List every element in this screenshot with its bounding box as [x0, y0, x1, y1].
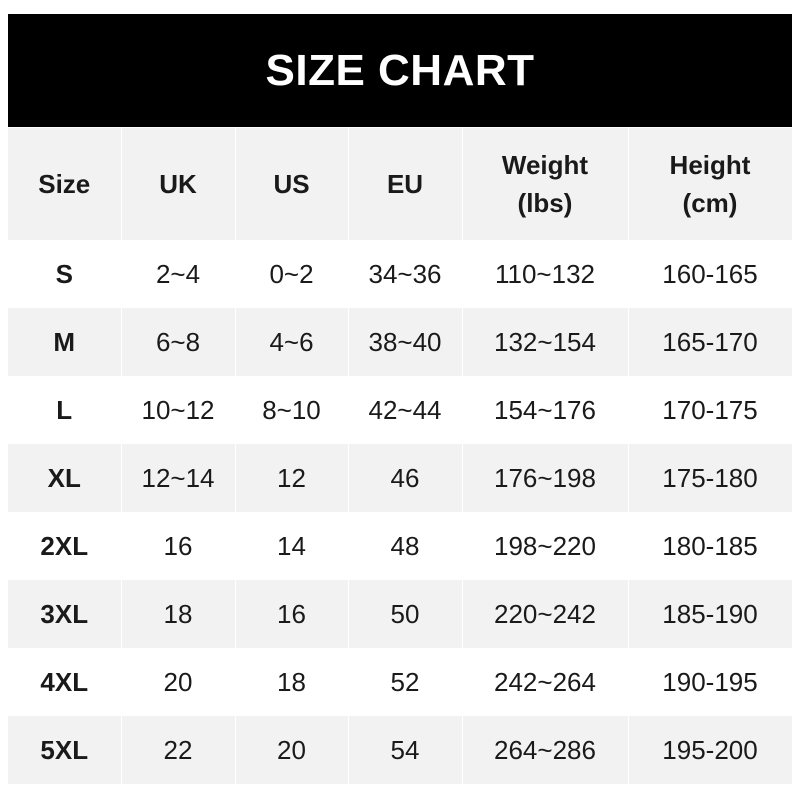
cell-size: XL [8, 444, 122, 512]
cell-size: 5XL [8, 716, 122, 784]
cell-size: 3XL [8, 580, 122, 648]
column-header-label: Height [669, 150, 751, 180]
cell-uk: 18 [121, 580, 236, 648]
cell-height: 185-190 [628, 580, 793, 648]
cell-height: 170-175 [628, 376, 793, 444]
cell-uk: 20 [121, 648, 236, 716]
cell-us: 20 [235, 716, 349, 784]
cell-weight: 176~198 [462, 444, 629, 512]
cell-height: 180-185 [628, 512, 793, 580]
cell-us: 8~10 [235, 376, 349, 444]
cell-weight: 132~154 [462, 308, 629, 376]
column-header-label: UK [159, 169, 197, 199]
column-header-us: US [235, 128, 349, 240]
cell-eu: 48 [348, 512, 463, 580]
table-row: M 6~8 4~6 38~40 132~154 165-170 [8, 308, 793, 376]
cell-us: 14 [235, 512, 349, 580]
cell-us: 18 [235, 648, 349, 716]
table-row: S 2~4 0~2 34~36 110~132 160-165 [8, 240, 793, 308]
cell-weight: 264~286 [462, 716, 629, 784]
table-row: XL 12~14 12 46 176~198 175-180 [8, 444, 793, 512]
table-row: 2XL 16 14 48 198~220 180-185 [8, 512, 793, 580]
table-row: 4XL 20 18 52 242~264 190-195 [8, 648, 793, 716]
cell-eu: 46 [348, 444, 463, 512]
column-header-eu: EU [348, 128, 463, 240]
cell-weight: 198~220 [462, 512, 629, 580]
cell-weight: 110~132 [462, 240, 629, 308]
cell-us: 16 [235, 580, 349, 648]
size-chart-title: SIZE CHART [8, 14, 792, 127]
cell-eu: 52 [348, 648, 463, 716]
cell-size: M [8, 308, 122, 376]
cell-eu: 50 [348, 580, 463, 648]
cell-uk: 16 [121, 512, 236, 580]
cell-eu: 38~40 [348, 308, 463, 376]
cell-us: 0~2 [235, 240, 349, 308]
cell-size: 2XL [8, 512, 122, 580]
column-header-label: EU [386, 169, 424, 199]
size-chart-table: Size UK US EU Weight (lbs) Height (cm) S 2~4 0~2 3… [8, 128, 793, 784]
column-header-label: US [273, 169, 310, 199]
cell-eu: 34~36 [348, 240, 463, 308]
column-header-uk: UK [121, 128, 236, 240]
cell-height: 160-165 [628, 240, 793, 308]
column-header-weight: Weight (lbs) [462, 128, 629, 240]
cell-us: 4~6 [235, 308, 349, 376]
table-row: 3XL 18 16 50 220~242 185-190 [8, 580, 793, 648]
cell-size: 4XL [8, 648, 122, 716]
cell-height: 190-195 [628, 648, 793, 716]
cell-uk: 6~8 [121, 308, 236, 376]
cell-weight: 154~176 [462, 376, 629, 444]
cell-height: 175-180 [628, 444, 793, 512]
column-header-label: Weight [501, 150, 589, 180]
cell-uk: 22 [121, 716, 236, 784]
column-header-height: Height (cm) [628, 128, 793, 240]
cell-weight: 242~264 [462, 648, 629, 716]
column-header-label: Size [38, 169, 91, 199]
table-row: 5XL 22 20 54 264~286 195-200 [8, 716, 793, 784]
cell-uk: 12~14 [121, 444, 236, 512]
cell-us: 12 [235, 444, 349, 512]
column-header-size: Size [8, 128, 122, 240]
cell-eu: 54 [348, 716, 463, 784]
header-row: Size UK US EU Weight (lbs) Height (cm) [8, 128, 793, 240]
column-header-label: (cm) [682, 188, 738, 218]
cell-height: 165-170 [628, 308, 793, 376]
cell-size: L [8, 376, 122, 444]
cell-uk: 10~12 [121, 376, 236, 444]
cell-eu: 42~44 [348, 376, 463, 444]
cell-size: S [8, 240, 122, 308]
column-header-label: (lbs) [517, 188, 573, 218]
table-row: L 10~12 8~10 42~44 154~176 170-175 [8, 376, 793, 444]
cell-weight: 220~242 [462, 580, 629, 648]
cell-uk: 2~4 [121, 240, 236, 308]
cell-height: 195-200 [628, 716, 793, 784]
